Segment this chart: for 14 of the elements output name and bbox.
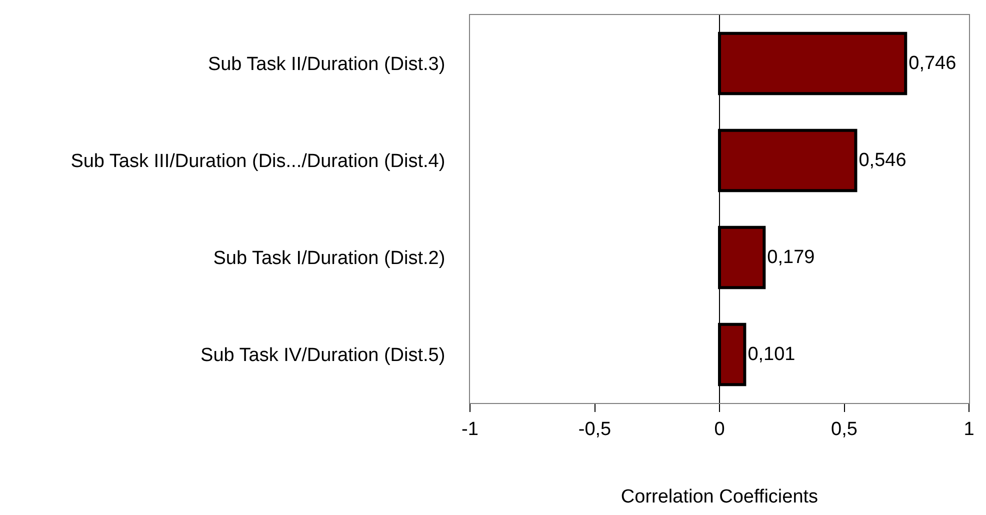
y-tick-label: Sub Task II/Duration (Dist.3) bbox=[208, 54, 446, 76]
x-tick-label: -0,5 bbox=[578, 418, 612, 440]
x-axis-title: Correlation Coefficients bbox=[620, 486, 818, 508]
data-label: 0,179 bbox=[767, 247, 815, 268]
y-tick-label: Sub Task IV/Duration (Dist.5) bbox=[200, 345, 446, 366]
y-tick-label: Sub Task I/Duration (Dist.2) bbox=[213, 248, 446, 270]
y-tick-label: Sub Task III/Duration (Dis.../Duration (Dist.4) bbox=[70, 151, 446, 172]
x-tick-label: 0,5 bbox=[831, 418, 858, 440]
x-tick-label: 1 bbox=[964, 418, 974, 440]
x-tick-label: -1 bbox=[462, 418, 478, 440]
data-label: 0,746 bbox=[908, 53, 956, 74]
data-label: 0,101 bbox=[748, 344, 796, 365]
data-label: 0,546 bbox=[858, 150, 906, 171]
x-tick-label: 0 bbox=[714, 418, 725, 440]
